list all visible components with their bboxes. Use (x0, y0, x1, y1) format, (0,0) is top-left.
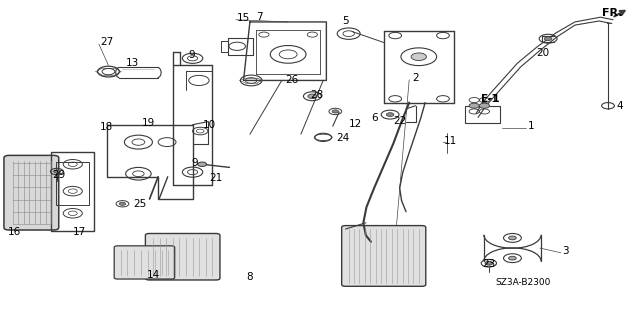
Text: 10: 10 (203, 120, 216, 130)
Text: 2: 2 (412, 73, 419, 83)
Circle shape (54, 170, 60, 173)
Circle shape (411, 53, 426, 61)
Text: 29: 29 (52, 170, 66, 180)
FancyBboxPatch shape (342, 226, 426, 286)
Text: 1: 1 (528, 121, 534, 131)
Text: 12: 12 (349, 119, 362, 129)
Text: 6: 6 (371, 113, 378, 123)
Text: 3: 3 (562, 246, 569, 256)
Text: 19: 19 (141, 118, 155, 128)
Circle shape (479, 103, 490, 108)
Text: E-1: E-1 (481, 94, 497, 104)
FancyBboxPatch shape (4, 155, 59, 230)
Text: 13: 13 (126, 58, 140, 68)
Text: 9: 9 (188, 49, 195, 60)
FancyBboxPatch shape (145, 234, 220, 280)
Text: E-1: E-1 (481, 94, 499, 104)
Bar (56, 162, 90, 205)
Circle shape (308, 94, 317, 99)
Text: 7: 7 (256, 11, 263, 22)
Text: 24: 24 (336, 133, 349, 143)
Text: 17: 17 (73, 227, 86, 237)
Circle shape (387, 113, 394, 116)
Circle shape (485, 261, 493, 265)
Bar (51, 152, 95, 231)
Text: 4: 4 (616, 101, 623, 111)
Text: 27: 27 (100, 38, 113, 48)
Text: 9: 9 (191, 158, 198, 168)
Circle shape (198, 162, 207, 167)
Bar (465, 106, 500, 123)
FancyBboxPatch shape (114, 246, 175, 279)
Circle shape (509, 236, 516, 240)
Text: FR.: FR. (602, 8, 622, 19)
Circle shape (469, 103, 479, 108)
Text: 16: 16 (8, 227, 21, 237)
Circle shape (509, 256, 516, 260)
Text: 8: 8 (246, 271, 253, 281)
Text: 15: 15 (237, 13, 250, 23)
Circle shape (332, 110, 339, 113)
Text: 5: 5 (342, 16, 349, 26)
Text: 28: 28 (310, 90, 324, 100)
Circle shape (119, 202, 125, 205)
Text: 23: 23 (483, 259, 496, 269)
Text: 14: 14 (147, 270, 160, 280)
Text: 25: 25 (133, 199, 147, 209)
Text: 26: 26 (285, 76, 298, 85)
Text: 11: 11 (444, 136, 458, 145)
Text: SZ3A-B2300: SZ3A-B2300 (496, 278, 551, 287)
Text: 21: 21 (209, 174, 222, 183)
Circle shape (544, 37, 552, 41)
Text: 18: 18 (100, 122, 113, 132)
Text: 20: 20 (537, 48, 550, 58)
Text: 22: 22 (394, 116, 406, 126)
